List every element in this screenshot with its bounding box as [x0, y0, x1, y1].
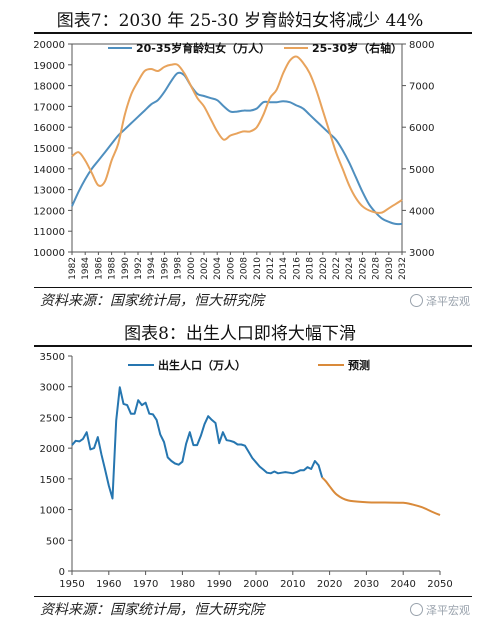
chart7-y2tick-label: 5000 [409, 165, 434, 176]
chart7-xtick-label: 2014 [279, 257, 289, 280]
watermark-2: 泽平宏观 [410, 602, 470, 618]
chart7-ytick-label: 18000 [33, 82, 65, 93]
chart8-bottom-rule [34, 596, 472, 597]
chart7-y2tick-label: 7000 [409, 82, 434, 93]
chart8-ytick-label: 3000 [40, 383, 65, 394]
chart8-ytick-label: 3500 [40, 352, 65, 363]
chart7-xtick-label: 2026 [358, 257, 368, 280]
chart7-y2tick-label: 8000 [409, 40, 434, 51]
chart7-xtick-label: 1992 [134, 257, 144, 280]
chart7-ytick-label: 11000 [33, 227, 65, 238]
chart8-xtick-label: 2010 [280, 579, 305, 590]
chart7-xtick-label: 2004 [213, 257, 223, 280]
chart8-legend-label: 出生人口（万人） [158, 358, 246, 372]
wechat-icon [410, 603, 423, 616]
chart7-y2tick-label: 6000 [409, 123, 434, 134]
chart8-source: 资料来源：国家统计局，恒大研究院 [40, 602, 264, 618]
chart8-ytick-label: 1500 [40, 475, 65, 486]
chart7-series-line-1 [71, 71, 403, 226]
chart8-ytick-label: 0 [59, 567, 65, 578]
chart7-xtick-label: 2010 [253, 257, 263, 280]
chart7-plot: 10000 11000 12000 13000 14000 15000 16000 17000… [33, 40, 434, 280]
chart8-series-line-1 [71, 386, 324, 500]
chart7-ytick-label: 13000 [33, 186, 65, 197]
chart8-xtick-label: 2020 [317, 579, 342, 590]
chart7-xtick-label: 2032 [398, 257, 408, 280]
chart7-xtick-label: 2022 [332, 257, 342, 280]
chart7-bottom-rule [34, 287, 472, 288]
chart8-xtick-label: 2040 [390, 579, 415, 590]
chart7-source: 资料来源：国家统计局，恒大研究院 [40, 293, 264, 309]
chart8-xtick-label: 2030 [354, 579, 379, 590]
chart7-ytick-label: 15000 [33, 144, 65, 155]
chart8-xtick-label: 1950 [59, 579, 84, 590]
chart7-xtick-label: 2012 [266, 257, 276, 280]
chart8-ytick-label: 500 [46, 536, 65, 547]
chart8-title: 图表8：出生人口即将大幅下滑 [124, 324, 356, 344]
chart7-ytick-label: 16000 [33, 123, 65, 134]
chart7-xtick-label: 2028 [372, 257, 382, 280]
chart7-ytick-label: 17000 [33, 102, 65, 113]
chart7-ytick-label: 12000 [33, 206, 65, 217]
chart7-top-rule [34, 32, 472, 34]
chart7-xtick-label: 1996 [160, 257, 170, 280]
chart7-xtick-label: 2020 [319, 257, 329, 280]
chart7-xtick-label: 1990 [121, 257, 131, 280]
chart8-ytick-label: 2000 [40, 444, 65, 455]
chart7-xtick-label: 2002 [200, 257, 210, 280]
chart7-xtick-label: 1982 [68, 257, 78, 280]
chart8-legend-label: 预测 [348, 358, 370, 372]
wechat-icon [410, 294, 423, 307]
chart7-xtick-label: 2024 [345, 257, 355, 280]
chart8-xtick-label: 1980 [170, 579, 195, 590]
chart7-y2tick-label: 3000 [409, 248, 434, 259]
chart8-top-rule [34, 345, 472, 347]
chart8-xtick-label: 2000 [243, 579, 268, 590]
chart7-ytick-label: 20000 [33, 40, 65, 51]
chart7-xtick-label: 2000 [187, 257, 197, 280]
chart7-xtick-label: 2016 [292, 257, 302, 280]
chart7-ytick-label: 10000 [33, 248, 65, 259]
chart7-xtick-label: 1998 [174, 257, 184, 280]
chart8-xtick-label: 2050 [427, 579, 452, 590]
chart8-ytick-label: 1000 [40, 506, 65, 517]
chart7-legend-label: 25-30岁（右轴） [312, 41, 402, 55]
chart7-xtick-label: 2008 [240, 257, 250, 280]
chart7-ytick-label: 19000 [33, 61, 65, 72]
chart8-xtick-label: 1990 [206, 579, 231, 590]
chart8-series-line-2 [321, 476, 441, 517]
chart7-y2tick-label: 4000 [409, 206, 434, 217]
chart7-title: 图表7：2030 年 25-30 岁育龄妇女将减少 44% [56, 11, 424, 31]
chart7-legend-label: 20-35岁育龄妇女（万人） [136, 41, 270, 55]
watermark-1: 泽平宏观 [410, 293, 470, 309]
chart7-xtick-label: 1986 [94, 257, 104, 280]
chart7-xtick-label: 1988 [108, 257, 118, 280]
chart7-xtick-label: 1984 [81, 257, 91, 280]
watermark-text: 泽平宏观 [426, 604, 470, 617]
watermark-text: 泽平宏观 [426, 295, 470, 308]
chart7-ytick-label: 14000 [33, 165, 65, 176]
chart8-xtick-label: 1960 [96, 579, 121, 590]
chart7-xtick-label: 1994 [147, 257, 157, 280]
chart7-xtick-label: 2018 [306, 257, 316, 280]
chart7-xtick-label: 2030 [385, 257, 395, 280]
chart8-ytick-label: 2500 [40, 413, 65, 424]
chart8-xtick-label: 1970 [133, 579, 158, 590]
chart7-series-line-2 [71, 55, 403, 214]
chart7-xtick-label: 2006 [226, 257, 236, 280]
